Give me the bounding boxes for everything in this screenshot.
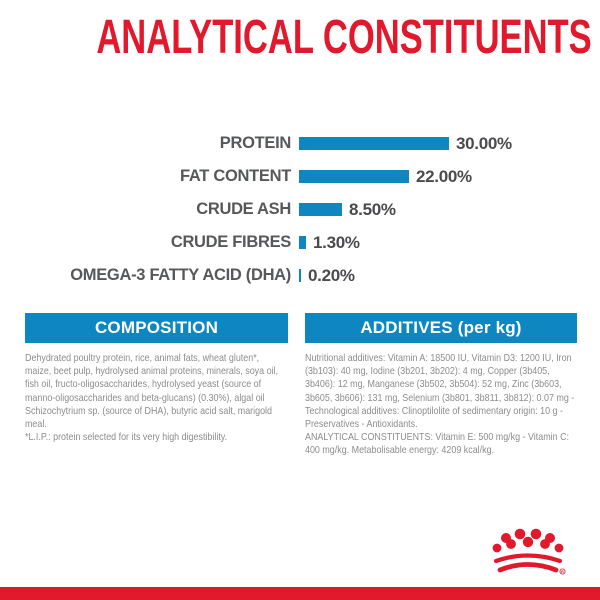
chart-category-label: OMEGA-3 FATTY ACID (DHA): [70, 266, 291, 284]
chart-category-label: CRUDE FIBRES: [170, 233, 291, 251]
chart-category-label: CRUDE ASH: [196, 200, 291, 218]
bottom-red-strip: [0, 587, 600, 600]
crown-dot: [530, 528, 542, 540]
chart-value-label: 22.00%: [416, 166, 472, 186]
chart-category-label: FAT CONTENT: [180, 167, 291, 185]
additives-body: Nutritional additives: Vitamin A: 18500 …: [305, 352, 577, 458]
chart-value-label: 1.30%: [313, 232, 360, 252]
chart-value-label: 0.20%: [308, 265, 355, 285]
chart-value-label: 30.00%: [456, 133, 512, 153]
chart-bar: [299, 236, 306, 249]
additives-text: Nutritional additives: Vitamin A: 18500 …: [305, 352, 575, 431]
chart-value-label: 8.50%: [349, 199, 396, 219]
chart-category-label: PROTEIN: [219, 134, 292, 152]
crown-dot: [540, 539, 550, 549]
registered-trademark-icon: R: [559, 568, 566, 575]
chart-row: CRUDE FIBRES 1.30%: [0, 226, 600, 259]
additives-header-label: ADDITIVES (per kg): [360, 318, 522, 337]
composition-body: Dehydrated poultry protein, rice, animal…: [25, 352, 288, 444]
crown-dot: [554, 543, 564, 553]
chart-row: CRUDE ASH 8.50%: [0, 193, 600, 226]
crown-arc-lower: [497, 562, 559, 573]
chart-bar: [299, 137, 449, 150]
crown-arc-upper: [493, 553, 563, 564]
crown-dot: [522, 536, 534, 548]
composition-section: COMPOSITION Dehydrated poultry protein, …: [25, 313, 288, 444]
chart-bar: [299, 203, 342, 216]
royal-canin-crown-logo: R: [492, 528, 566, 575]
composition-header-banner: COMPOSITION: [25, 313, 288, 343]
chart-row: FAT CONTENT 22.00%: [0, 160, 600, 193]
chart-row: OMEGA-3 FATTY ACID (DHA) 0.20%: [0, 259, 600, 292]
page-title: ANALYTICAL CONSTITUENTS: [0, 12, 600, 64]
crown-dot: [506, 539, 516, 549]
composition-note: *L.I.P.: protein selected for its very h…: [25, 431, 228, 444]
additives-analytical-text: ANALYTICAL CONSTITUENTS: Vitamin E: 500 …: [305, 431, 570, 457]
crown-dot: [514, 528, 526, 540]
analytical-constituents-chart: PROTEIN 30.00% FAT CONTENT 22.00% CRUDE ASH 8…: [0, 127, 600, 292]
crown-dot: [492, 543, 502, 553]
additives-section: ADDITIVES (per kg) Nutritional additives…: [305, 313, 577, 458]
svg-text:R: R: [561, 569, 564, 574]
chart-row: PROTEIN 30.00%: [0, 127, 600, 160]
composition-header-label: COMPOSITION: [94, 318, 219, 337]
page-title-text: ANALYTICAL CONSTITUENTS: [96, 11, 592, 64]
composition-text: Dehydrated poultry protein, rice, animal…: [25, 352, 279, 431]
additives-header-banner: ADDITIVES (per kg): [305, 313, 577, 343]
chart-bar: [299, 269, 301, 282]
chart-bar: [299, 170, 409, 183]
